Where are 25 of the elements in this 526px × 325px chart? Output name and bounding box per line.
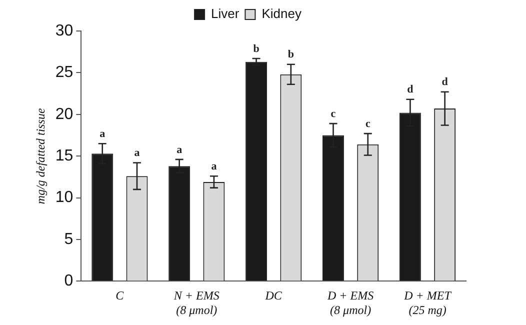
y-tick-label: 10 (55, 189, 74, 206)
y-tick-label: 5 (64, 230, 74, 248)
data-label: b (288, 48, 294, 61)
x-tick-label: N + EMS (8 μmol) (172, 288, 220, 317)
x-tick-label: C (116, 288, 125, 303)
y-axis-title: mg/g defatted tissue (33, 107, 48, 204)
x-tick-label: DC (264, 288, 283, 303)
y-tick-label: 0 (64, 272, 74, 290)
y-tick-label: 30 (55, 22, 74, 40)
data-label: a (100, 128, 106, 140)
x-tick-label: D + MET (25 mg) (403, 288, 452, 317)
y-tick-label: 15 (55, 148, 74, 165)
y-tick-label: 25 (55, 64, 74, 82)
legend-label: Kidney (262, 6, 302, 22)
data-label: d (442, 76, 448, 88)
data-label: a (211, 160, 218, 172)
x-tick-label: D + EMS (8 μmol) (326, 288, 374, 317)
data-label: a (176, 144, 183, 156)
data-label: d (407, 84, 414, 96)
data-label: c (365, 118, 370, 130)
data-label: c (330, 108, 336, 120)
data-label: b (253, 42, 260, 55)
y-tick-label: 20 (55, 106, 74, 123)
legend-label: Liver (211, 6, 240, 22)
data-label: a (134, 147, 140, 160)
